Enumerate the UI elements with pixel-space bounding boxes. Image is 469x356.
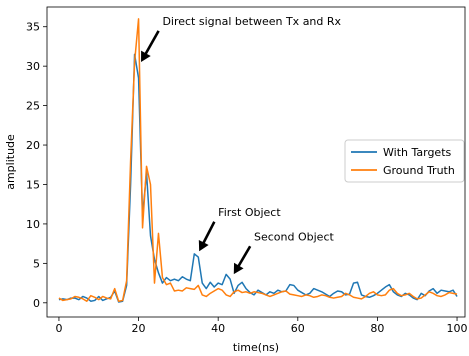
legend: With Targets Ground Truth (344, 139, 465, 183)
y-tick-label: 25 (26, 100, 40, 113)
y-tick-label: 5 (33, 257, 40, 270)
annotation-arrow (141, 30, 160, 62)
y-tick-label: 15 (26, 178, 40, 191)
plot-area (46, 6, 466, 318)
x-tick-label: 80 (370, 322, 384, 335)
legend-label-with-targets: With Targets (383, 146, 452, 159)
annotation-text: Direct signal between Tx and Rx (162, 15, 341, 28)
annotation-text: First Object (218, 206, 281, 219)
x-tick-label: 0 (55, 322, 62, 335)
x-axis-label: time(ns) (233, 341, 279, 354)
y-tick-label: 30 (26, 60, 40, 73)
x-tick-label: 100 (447, 322, 468, 335)
x-tick-label: 20 (132, 322, 146, 335)
y-tick-label: 35 (26, 21, 40, 34)
y-tick-label: 0 (33, 297, 40, 310)
plot-frame (46, 6, 466, 318)
legend-label-ground-truth: Ground Truth (383, 164, 455, 177)
axes-layer: 0 20 40 60 80 100 0 5 10 15 20 25 30 35 (26, 21, 468, 335)
annotation-text: Second Object (254, 230, 334, 243)
y-axis-label: amplitude (4, 134, 17, 190)
annotation-arrow (198, 221, 216, 252)
annotation-layer: Direct signal between Tx and Rx First Obj… (141, 15, 342, 275)
series-line-ground-truth (58, 18, 458, 302)
y-tick-label: 10 (26, 218, 40, 231)
legend-box (344, 139, 465, 183)
x-tick-label: 40 (211, 322, 225, 335)
series-layer (58, 18, 458, 303)
x-tick-label: 60 (291, 322, 305, 335)
annotation-arrow (233, 245, 252, 275)
y-tick-label: 20 (26, 139, 40, 152)
